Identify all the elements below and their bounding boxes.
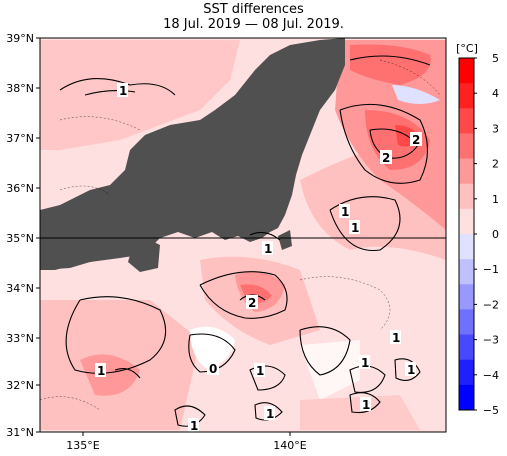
lat-label: 36°N xyxy=(6,182,34,195)
colorbar-tick-label: 5 xyxy=(492,52,499,65)
zero-contours xyxy=(40,59,441,411)
colorbar-swatch xyxy=(459,259,474,285)
colorbar-swatch xyxy=(459,234,474,260)
contour-label: 1 xyxy=(264,242,272,256)
latitude-axis xyxy=(36,37,40,433)
lat-label: 32°N xyxy=(6,379,34,392)
lat-label: 37°N xyxy=(6,132,34,145)
colorbar-tick-label: 4 xyxy=(492,87,499,100)
colorbar-swatch xyxy=(459,208,474,235)
colorbar-swatch xyxy=(459,284,474,310)
colorbar-swatch xyxy=(459,309,474,336)
colorbar-swatch xyxy=(459,133,474,160)
contour-label: 2 xyxy=(382,151,390,165)
colorbar-swatch xyxy=(459,108,474,134)
lat-label: 39°N xyxy=(6,32,34,45)
lat-label: 31°N xyxy=(6,426,34,439)
contour-label: 1 xyxy=(256,364,264,378)
lon-label: 135°E xyxy=(66,439,99,452)
colorbar-swatch xyxy=(459,83,474,109)
contour-label-group: 1 2 2 1 1 1 2 1 0 1 1 1 1 1 1 1 xyxy=(95,83,422,433)
colorbar-tick-label: 0 xyxy=(492,228,499,241)
lat-label: 35°N xyxy=(6,232,34,245)
colorbar-tick-label: 2 xyxy=(492,158,499,171)
contour-label: 1 xyxy=(361,356,369,370)
colorbar-tick-label: 1 xyxy=(492,193,499,206)
colorbar-swatch xyxy=(459,334,474,361)
contour-label: 2 xyxy=(412,133,420,147)
contour-lines xyxy=(59,55,431,427)
contour-label: 1 xyxy=(190,419,198,433)
contour-label: 1 xyxy=(407,363,415,377)
contour-label: 1 xyxy=(97,364,105,378)
colorbar-swatch xyxy=(459,359,474,386)
contour-label: 0 xyxy=(209,362,217,376)
colorbar-tick-label: −2 xyxy=(483,298,499,311)
colorbar: [°C] 5 4 3 2 1 0 −1 −2 −3 −4 −5 xyxy=(456,42,499,417)
lon-label: 140°E xyxy=(273,439,306,452)
contour-label: 1 xyxy=(392,331,400,345)
lat-label: 34°N xyxy=(6,282,34,295)
colorbar-tick-label: −4 xyxy=(483,369,499,382)
map-frame xyxy=(39,37,447,433)
colorbar-swatch xyxy=(459,58,474,84)
contour-label: 1 xyxy=(351,221,359,235)
lat-label: 33°N xyxy=(6,332,34,345)
colorbar-tick-label: −5 xyxy=(483,404,499,417)
colorbar-swatch xyxy=(459,183,474,210)
contour-label: 2 xyxy=(248,296,256,310)
lat-label: 38°N xyxy=(6,82,34,95)
colorbar-unit: [°C] xyxy=(456,42,478,55)
contour-label: 1 xyxy=(362,398,370,412)
contour-label: 1 xyxy=(266,407,274,421)
map-title: SST differences xyxy=(203,2,304,17)
colorbar-swatch xyxy=(459,384,474,411)
colorbar-tick-label: −3 xyxy=(483,334,499,347)
land-mass xyxy=(40,38,345,272)
colorbar-tick-label: −1 xyxy=(483,263,499,276)
map-subtitle: 18 Jul. 2019 — 08 Jul. 2019. xyxy=(163,17,344,32)
contour-label: 1 xyxy=(119,84,127,98)
colorbar-tick-label: 3 xyxy=(492,122,499,135)
contour-label: 1 xyxy=(341,205,349,219)
longitude-axis xyxy=(82,432,291,436)
colorbar-swatch xyxy=(459,158,474,185)
